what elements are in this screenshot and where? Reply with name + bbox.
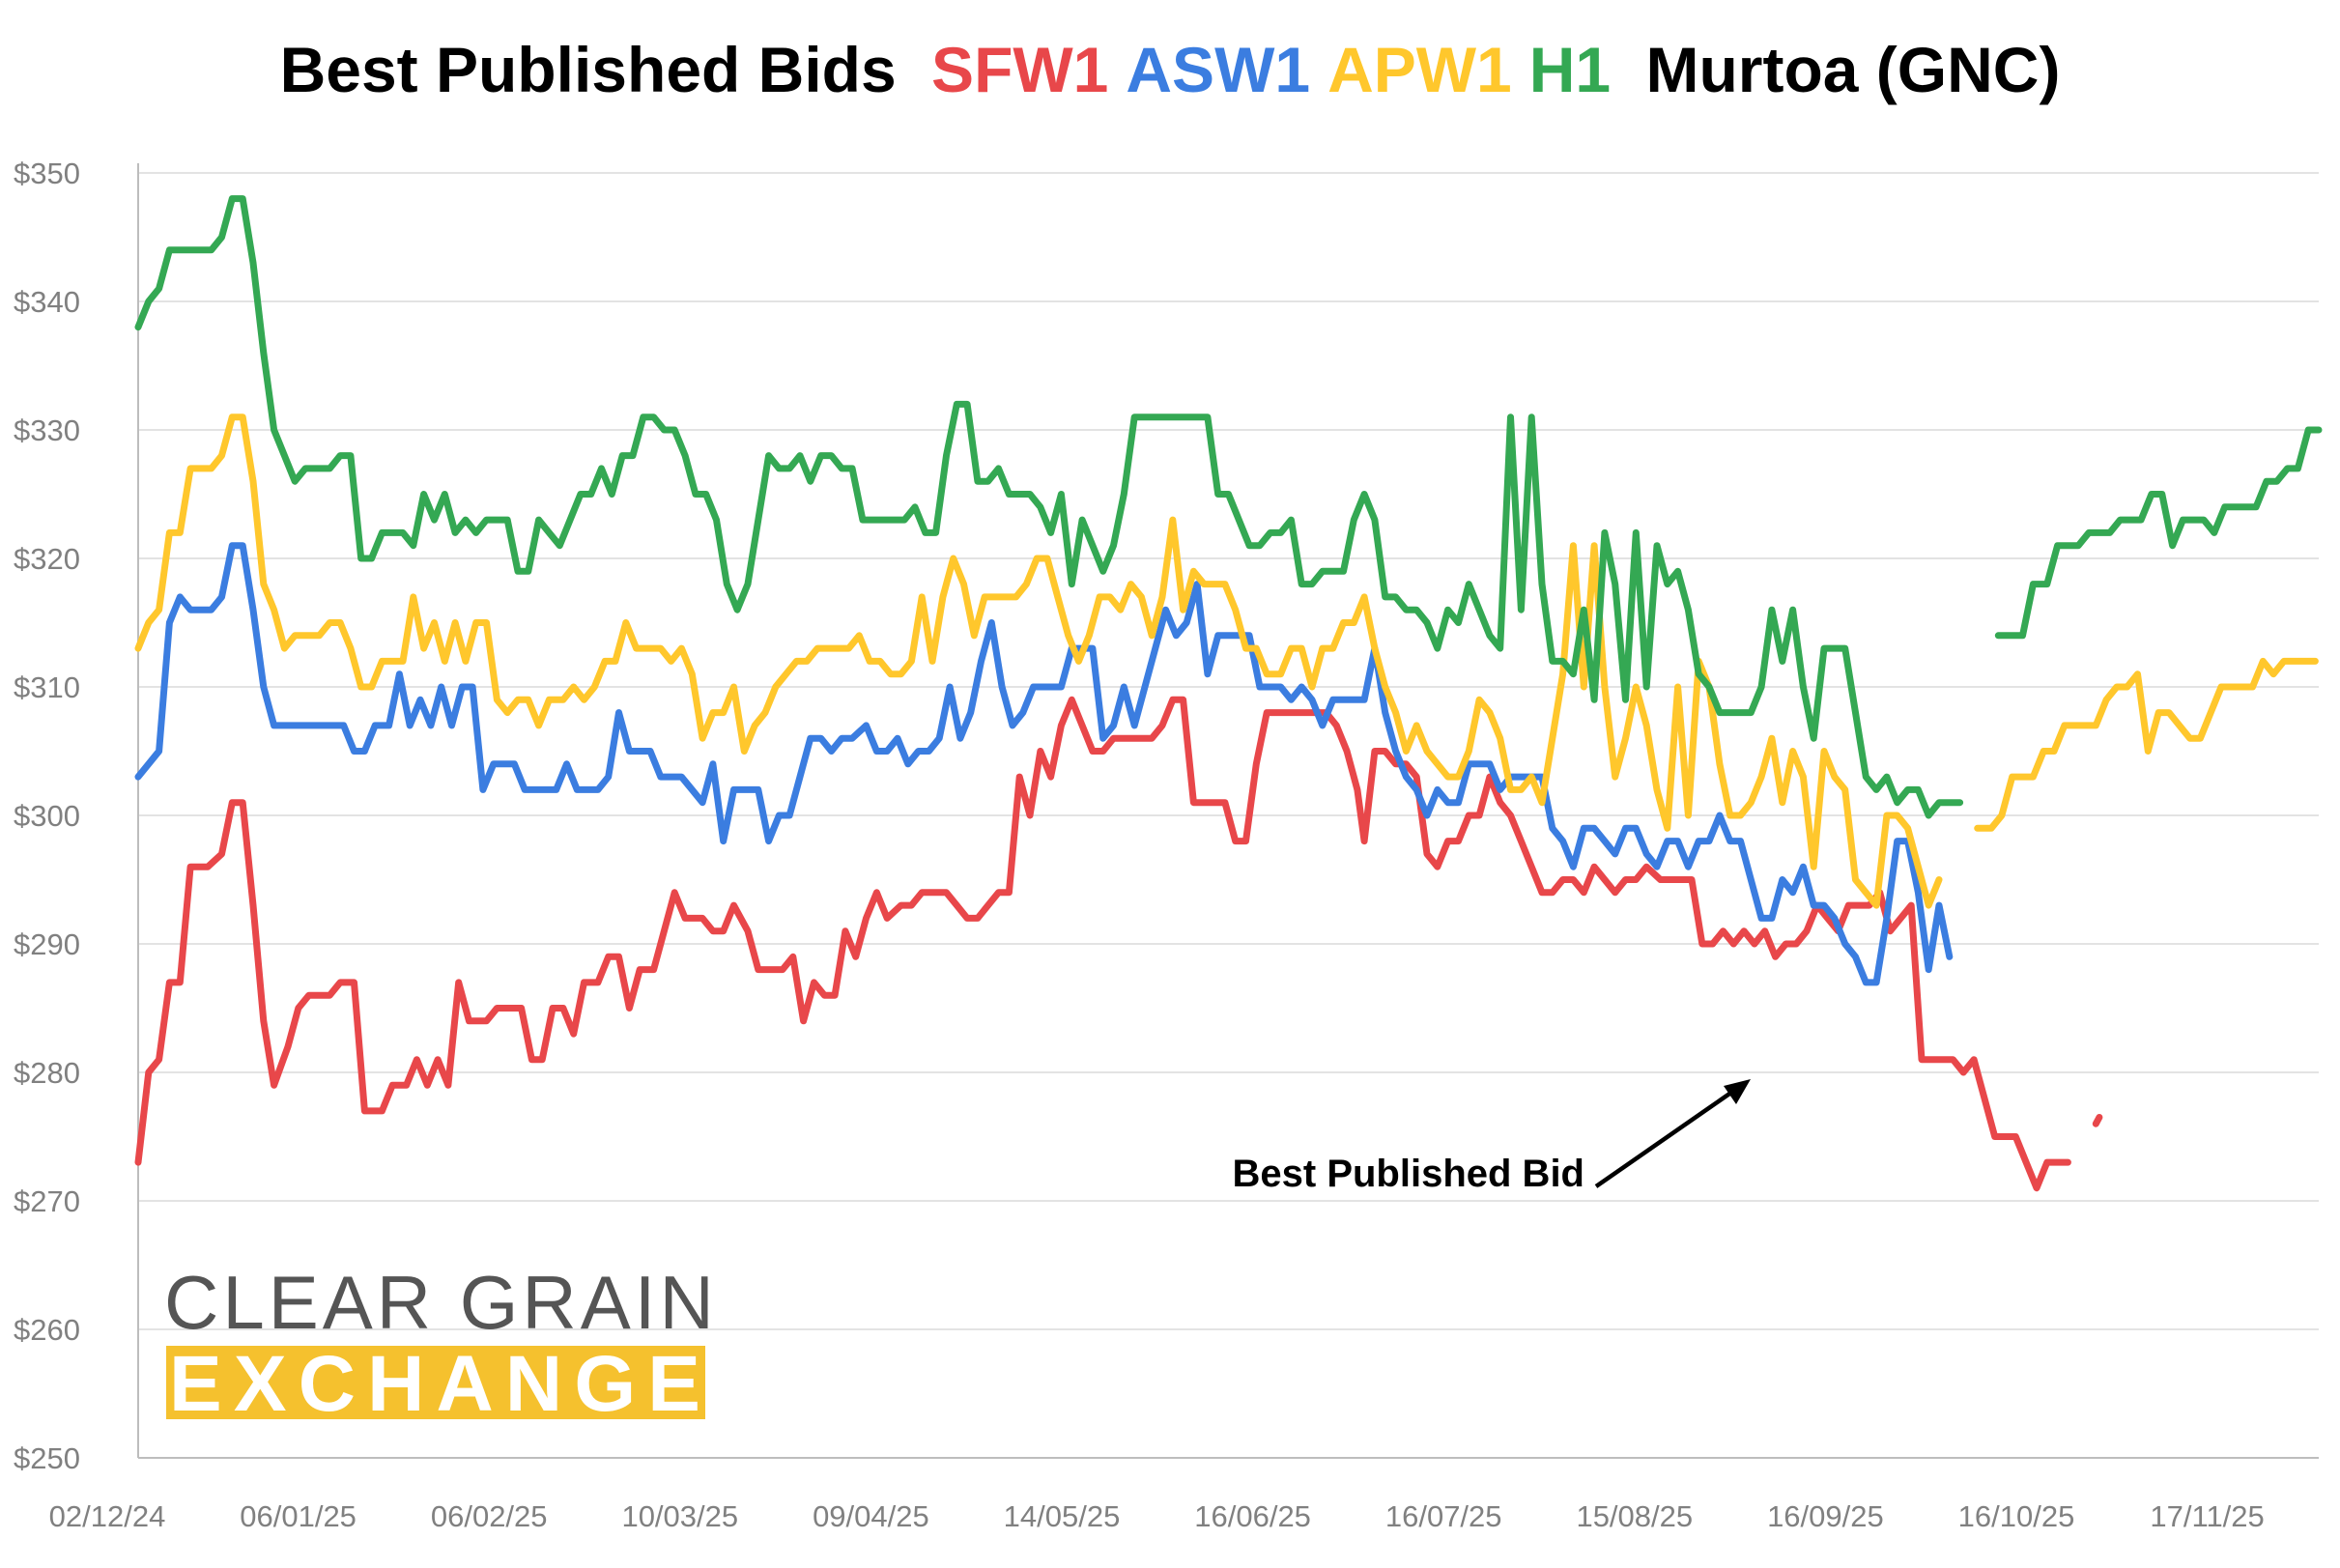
chart-title: Best Published Bids SFW1 ASW1 APW1 H1 Murto… bbox=[280, 34, 2061, 105]
x-tick-label: 16/06/25 bbox=[1194, 1499, 1311, 1533]
series-asw1 bbox=[134, 542, 1954, 986]
logo-line1: CLEAR GRAIN bbox=[164, 1260, 718, 1345]
y-tick-label: $260 bbox=[14, 1313, 80, 1347]
title-series-asw1: ASW1 bbox=[1126, 34, 1310, 105]
series-lines bbox=[134, 195, 2323, 1192]
y-tick-label: $270 bbox=[14, 1184, 80, 1218]
y-tick-label: $300 bbox=[14, 799, 80, 833]
series-line-asw1 bbox=[134, 542, 1954, 986]
series-apw1 bbox=[134, 413, 2319, 909]
annotation-arrow-shaft bbox=[1594, 1088, 1737, 1188]
x-tick-label: 06/02/25 bbox=[431, 1499, 548, 1533]
title-series-h1: H1 bbox=[1529, 34, 1611, 105]
y-axis-ticks: $350 $340 $330 $320 $310 $300 $290 $280 $270 $260… bbox=[14, 157, 80, 1475]
title-series-apw1: APW1 bbox=[1327, 34, 1512, 105]
title-suffix: Murtoa (GNC) bbox=[1645, 34, 2060, 105]
y-tick-label: $330 bbox=[14, 413, 80, 447]
y-tick-label: $280 bbox=[14, 1056, 80, 1090]
x-tick-label: 14/05/25 bbox=[1004, 1499, 1121, 1533]
y-tick-label: $250 bbox=[14, 1441, 80, 1475]
series-line-apw1 bbox=[1974, 657, 2319, 832]
series-line-apw1 bbox=[134, 413, 1943, 909]
y-tick-label: $320 bbox=[14, 542, 80, 576]
x-tick-label: 16/07/25 bbox=[1385, 1499, 1502, 1533]
logo-band bbox=[166, 1346, 705, 1419]
x-tick-label: 02/12/24 bbox=[49, 1499, 166, 1533]
x-tick-label: 16/09/25 bbox=[1767, 1499, 1884, 1533]
y-tick-label: $310 bbox=[14, 670, 80, 704]
best-published-bid-annotation: Best Published Bid bbox=[1233, 1079, 1751, 1195]
x-axis-ticks: 02/12/24 06/01/25 06/02/25 10/03/25 09/04/25… bbox=[49, 1499, 2265, 1533]
x-tick-label: 06/01/25 bbox=[240, 1499, 357, 1533]
logo-line2: EXCHANGE bbox=[169, 1340, 702, 1428]
series-line-h1 bbox=[1994, 426, 2323, 640]
annotation-label: Best Published Bid bbox=[1233, 1153, 1585, 1195]
series-h1 bbox=[134, 195, 2323, 819]
series-line-sfw1 bbox=[2092, 1114, 2103, 1127]
series-sfw1 bbox=[134, 696, 2103, 1192]
annotation-arrow-head bbox=[1724, 1079, 1751, 1104]
clear-grain-exchange-logo: CLEAR GRAIN EXCHANGE bbox=[164, 1260, 718, 1428]
series-line-sfw1 bbox=[134, 696, 2071, 1192]
y-tick-label: $350 bbox=[14, 157, 80, 190]
title-prefix: Best Published Bids bbox=[280, 34, 897, 105]
x-tick-label: 15/08/25 bbox=[1576, 1499, 1693, 1533]
title-series-sfw1: SFW1 bbox=[931, 34, 1108, 105]
x-tick-label: 16/10/25 bbox=[1958, 1499, 2075, 1533]
x-tick-label: 10/03/25 bbox=[621, 1499, 738, 1533]
x-tick-label: 09/04/25 bbox=[813, 1499, 929, 1533]
series-line-h1 bbox=[134, 195, 1964, 819]
y-tick-label: $290 bbox=[14, 927, 80, 961]
y-tick-label: $340 bbox=[14, 285, 80, 319]
x-tick-label: 17/11/25 bbox=[2150, 1499, 2264, 1533]
title-series-names: SFW1 ASW1 APW1 H1 bbox=[931, 34, 1611, 105]
